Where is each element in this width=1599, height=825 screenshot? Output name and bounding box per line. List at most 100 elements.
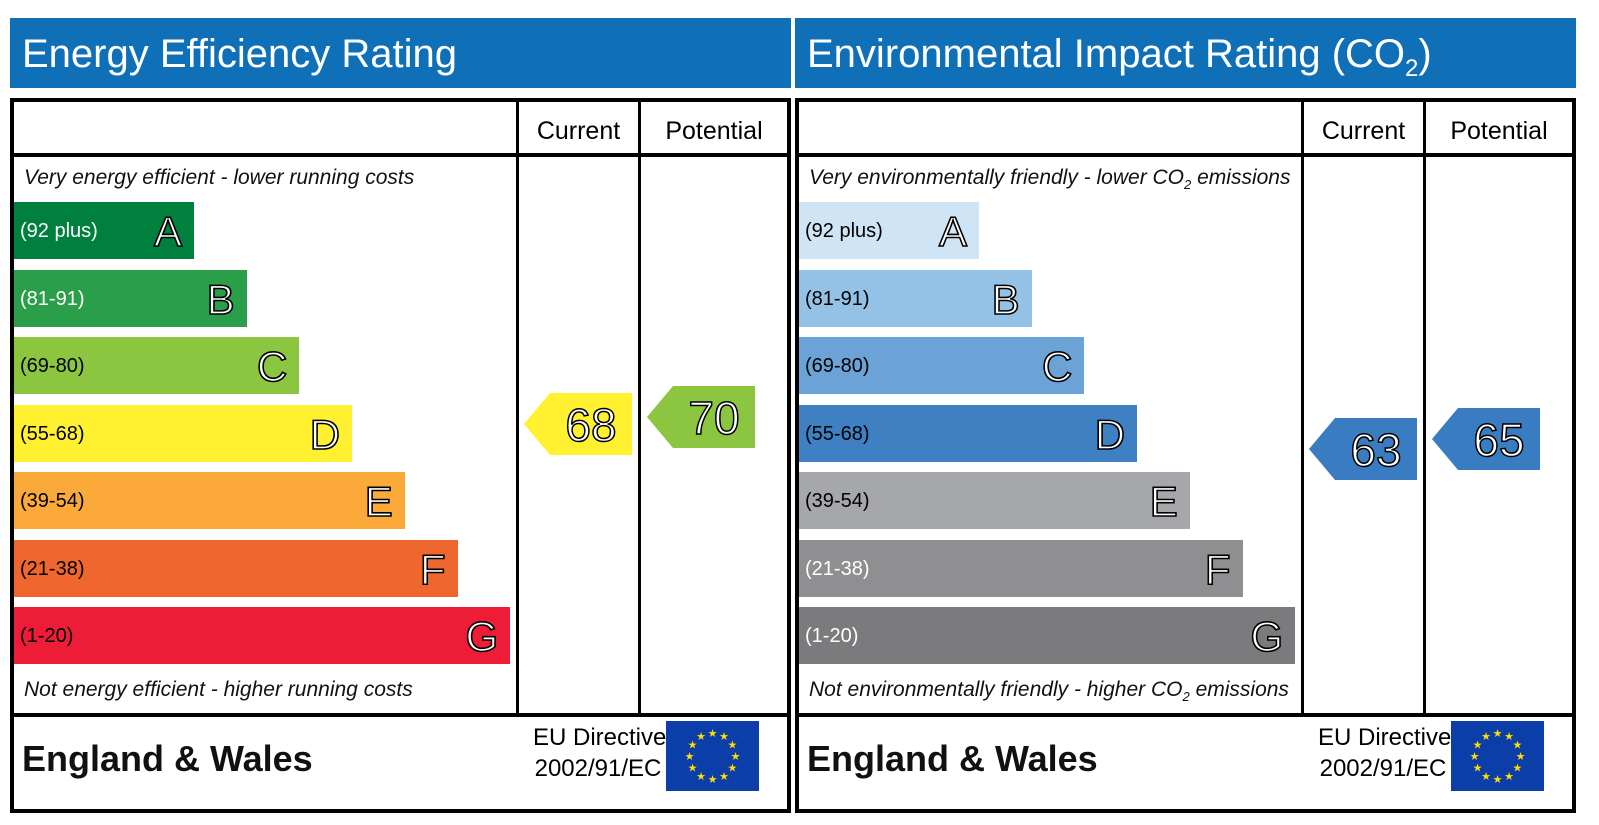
potential-rating-value: 70 — [688, 392, 741, 446]
eu-star: ★ — [1470, 751, 1480, 763]
band-letter: D — [1094, 410, 1126, 459]
current-rating-marker: 68 — [524, 392, 632, 455]
current-rating-value: 63 — [1350, 424, 1403, 478]
eu-flag-icon: ★ ★ ★ ★ ★ ★ ★ ★ ★ ★ ★ ★ — [1451, 721, 1544, 791]
directive-line-2: 2002/91/EC — [534, 755, 662, 782]
band-range-label: (92 plus) — [20, 220, 98, 242]
footer-divider — [14, 713, 787, 717]
eu-star: ★ — [1481, 771, 1491, 783]
potential-rating-marker: 65 — [1432, 408, 1540, 471]
potential-rating-value: 65 — [1473, 413, 1526, 467]
band-f: (21-38) F — [14, 539, 458, 597]
bottom-note: Not energy efficient - higher running co… — [24, 678, 413, 701]
directive-line-1: EU Directive — [533, 724, 667, 751]
directive-line-2: 2002/91/EC — [1319, 755, 1447, 782]
current-rating-marker: 63 — [1309, 418, 1417, 481]
current-column-header: Current — [1321, 117, 1406, 145]
band-range-label: (81-91) — [805, 287, 870, 310]
eu-star: ★ — [1481, 731, 1491, 743]
eu-star: ★ — [1512, 740, 1522, 752]
band-d: (55-68) D — [14, 404, 353, 462]
band-letter: E — [1149, 477, 1179, 526]
band-range-label: (81-91) — [20, 287, 85, 310]
band-a: (92 plus) A — [14, 202, 194, 259]
column-divider — [516, 102, 519, 713]
eu-star: ★ — [708, 728, 718, 740]
band-range-label: (39-54) — [805, 490, 870, 512]
rating-frame: Current Potential Very energy efficient … — [10, 98, 791, 813]
band-d: (55-68) D — [799, 404, 1138, 462]
footer-divider — [799, 713, 1572, 717]
eu-star: ★ — [696, 731, 706, 743]
potential-column-header: Potential — [1450, 117, 1548, 145]
column-divider — [1423, 102, 1426, 713]
band-b: (81-91) B — [14, 269, 247, 327]
band-letter: F — [1204, 545, 1231, 594]
band-e: (39-54) E — [799, 472, 1190, 529]
eu-star: ★ — [685, 751, 695, 763]
rating-arrow-shape — [1432, 408, 1540, 471]
eu-directive: EU Directive 2002/91/EC — [1318, 722, 1452, 784]
potential-rating-marker: 70 — [647, 386, 755, 449]
eu-star: ★ — [1493, 728, 1503, 740]
eu-star: ★ — [1512, 763, 1522, 775]
eu-star: ★ — [727, 763, 737, 775]
band-letter: C — [256, 342, 288, 391]
eu-star: ★ — [719, 771, 729, 783]
eu-star: ★ — [1516, 751, 1526, 763]
header-divider — [14, 153, 787, 157]
band-letter: C — [1041, 342, 1073, 391]
band-letter: G — [1250, 612, 1284, 661]
band-a: (92 plus) A — [799, 202, 979, 259]
potential-column-header: Potential — [665, 117, 763, 145]
column-divider — [638, 102, 641, 713]
band-letter: D — [309, 410, 341, 459]
current-rating-value: 68 — [565, 398, 618, 452]
environmental-impact-panel: Environmental Impact Rating (CO2) Curren… — [795, 18, 1576, 813]
band-range-label: (92 plus) — [805, 220, 883, 242]
band-range-label: (21-38) — [805, 557, 870, 580]
bottom-note: Not environmentally friendly - higher CO… — [809, 678, 1289, 705]
band-c: (69-80) C — [14, 337, 300, 394]
eu-star: ★ — [688, 740, 698, 752]
eu-star: ★ — [1504, 771, 1514, 783]
rating-arrow-shape — [647, 386, 755, 449]
rating-arrow-shape — [1309, 418, 1417, 481]
band-range-label: (55-68) — [805, 422, 870, 445]
band-letter: E — [364, 477, 394, 526]
panel-title: Environmental Impact Rating (CO2) — [795, 18, 1576, 88]
band-letter: B — [991, 275, 1021, 324]
rating-arrow-shape — [524, 392, 632, 455]
band-range-label: (55-68) — [20, 422, 85, 445]
region-label: England & Wales — [22, 738, 313, 779]
band-e: (39-54) E — [14, 472, 405, 529]
band-range-label: (21-38) — [20, 557, 85, 580]
band-range-label: (1-20) — [805, 625, 859, 647]
rating-frame: Current Potential Very environmentally f… — [795, 98, 1576, 813]
band-letter: A — [938, 207, 968, 256]
band-c: (69-80) C — [799, 337, 1085, 394]
header-divider — [799, 153, 1572, 157]
top-note: Very environmentally friendly - lower CO… — [809, 166, 1291, 193]
band-f: (21-38) F — [799, 539, 1243, 597]
panel-title: Energy Efficiency Rating — [10, 18, 791, 88]
band-letter: A — [153, 207, 183, 256]
eu-directive: EU Directive 2002/91/EC — [533, 722, 667, 784]
eu-star: ★ — [688, 763, 698, 775]
band-b: (81-91) B — [799, 269, 1032, 327]
directive-line-1: EU Directive — [1318, 724, 1452, 751]
band-letter: F — [419, 545, 446, 594]
eu-star: ★ — [1504, 731, 1514, 743]
eu-star: ★ — [696, 771, 706, 783]
current-column-header: Current — [536, 117, 621, 145]
band-letter: B — [206, 275, 236, 324]
eu-star: ★ — [719, 731, 729, 743]
column-divider — [1301, 102, 1304, 713]
eu-star: ★ — [708, 774, 718, 786]
eu-star: ★ — [1493, 774, 1503, 786]
region-label: England & Wales — [807, 738, 1098, 779]
band-range-label: (1-20) — [20, 625, 74, 647]
band-g: (1-20) G — [799, 607, 1296, 664]
band-g: (1-20) G — [14, 607, 511, 664]
band-letter: G — [465, 612, 499, 661]
